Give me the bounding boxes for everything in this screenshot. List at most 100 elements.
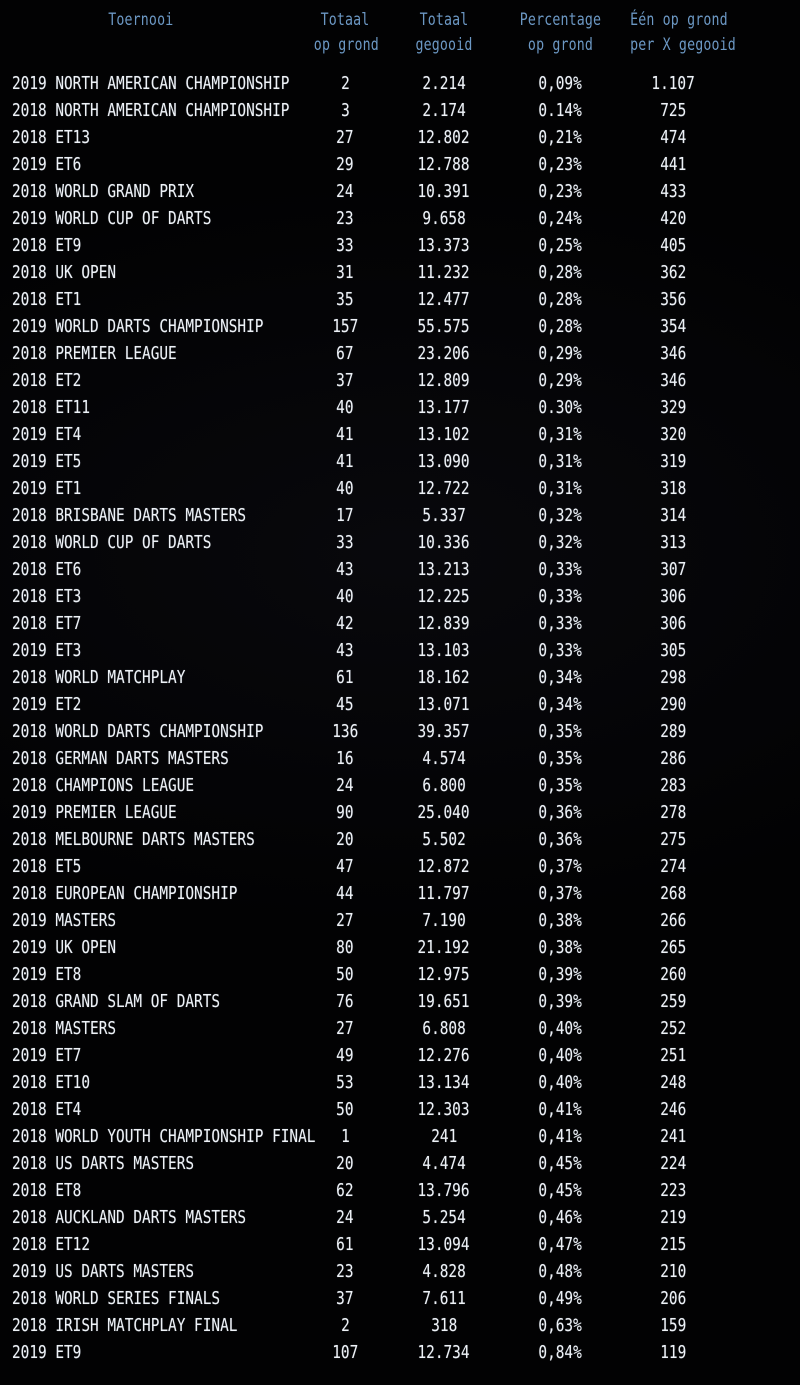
cell-one-per-x: 275 xyxy=(618,826,728,853)
cell-total-thrown: 12.477 xyxy=(385,286,503,313)
table-row: 2019 ET3 43 13.103 0,33% 305 xyxy=(0,637,800,664)
table-row: 2018 WORLD SERIES FINALS 37 7.611 0,49% 206 xyxy=(0,1285,800,1312)
cell-total-thrown-text: 5.337 xyxy=(422,505,466,526)
cell-tournament-text: 2018 EUROPEAN CHAMPIONSHIP xyxy=(12,883,238,904)
cell-total-thrown-text: 23.206 xyxy=(417,343,471,364)
cell-tournament-text: 2019 ET5 xyxy=(12,451,82,472)
cell-total-thrown-text: 13.796 xyxy=(417,1180,471,1201)
cell-percentage-ground: 0,29% xyxy=(503,340,618,367)
cell-total-thrown-text: 6.800 xyxy=(422,775,466,796)
cell-total-thrown-text: 12.276 xyxy=(417,1045,471,1066)
cell-one-per-x-text: 405 xyxy=(659,235,686,256)
cell-one-per-x: 210 xyxy=(618,1258,728,1285)
cell-total-ground: 90 xyxy=(305,799,385,826)
cell-total-thrown-text: 4.474 xyxy=(422,1153,466,1174)
cell-percentage-ground-text: 0,39% xyxy=(538,964,583,985)
table-row: 2018 ET11 40 13.177 0.30% 329 xyxy=(0,394,800,421)
cell-percentage-ground-text: 0,40% xyxy=(538,1045,583,1066)
cell-percentage-ground-text: 0,35% xyxy=(538,721,583,742)
cell-percentage-ground: 0,45% xyxy=(503,1150,618,1177)
cell-percentage-ground: 0,38% xyxy=(503,934,618,961)
cell-tournament-text: 2018 WORLD DARTS CHAMPIONSHIP xyxy=(12,721,264,742)
cell-tournament-text: 2019 US DARTS MASTERS xyxy=(12,1261,195,1282)
cell-total-ground-text: 76 xyxy=(336,991,354,1012)
cell-percentage-ground-text: 0,38% xyxy=(538,937,583,958)
table-row: 2018 ET3 40 12.225 0,33% 306 xyxy=(0,583,800,610)
cell-tournament-text: 2018 ET11 xyxy=(12,397,91,418)
cell-total-ground: 40 xyxy=(305,394,385,421)
table-row: 2019 ET6 29 12.788 0,23% 441 xyxy=(0,151,800,178)
cell-total-ground-text: 37 xyxy=(336,370,354,391)
cell-total-ground-text: 61 xyxy=(336,667,354,688)
cell-total-ground-text: 1 xyxy=(340,1126,350,1147)
cell-percentage-ground-text: 0,33% xyxy=(538,586,583,607)
cell-total-ground-text: 50 xyxy=(336,964,354,985)
cell-percentage-ground: 0,23% xyxy=(503,178,618,205)
cell-percentage-ground-text: 0,37% xyxy=(538,883,583,904)
cell-total-thrown: 13.213 xyxy=(385,556,503,583)
cell-one-per-x-text: 318 xyxy=(659,478,686,499)
cell-total-ground-text: 41 xyxy=(336,451,354,472)
column-header-one-per-x-line2: per X gegooid xyxy=(630,35,736,55)
cell-tournament: 2018 ET6 xyxy=(0,556,305,583)
cell-total-thrown-text: 12.303 xyxy=(417,1099,471,1120)
cell-percentage-ground-text: 0,32% xyxy=(538,532,583,553)
cell-percentage-ground: 0,41% xyxy=(503,1123,618,1150)
cell-tournament-text: 2018 WORLD GRAND PRIX xyxy=(12,181,195,202)
cell-percentage-ground: 0,37% xyxy=(503,853,618,880)
cell-percentage-ground: 0,47% xyxy=(503,1231,618,1258)
cell-total-ground-text: 50 xyxy=(336,1099,354,1120)
cell-percentage-ground-text: 0,45% xyxy=(538,1153,583,1174)
cell-total-ground: 37 xyxy=(305,367,385,394)
cell-percentage-ground-text: 0,63% xyxy=(538,1315,583,1336)
cell-tournament-text: 2018 GERMAN DARTS MASTERS xyxy=(12,748,229,769)
cell-tournament: 2018 MASTERS xyxy=(0,1015,305,1042)
cell-one-per-x-text: 260 xyxy=(659,964,686,985)
cell-total-thrown-text: 13.094 xyxy=(417,1234,471,1255)
cell-percentage-ground-text: 0,36% xyxy=(538,829,583,850)
cell-percentage-ground-text: 0,48% xyxy=(538,1261,583,1282)
cell-total-ground-text: 107 xyxy=(331,1342,358,1363)
cell-one-per-x: 314 xyxy=(618,502,728,529)
cell-percentage-ground-text: 0,31% xyxy=(538,424,583,445)
cell-spacer xyxy=(728,907,800,934)
cell-percentage-ground-text: 0,28% xyxy=(538,289,583,310)
cell-total-thrown-text: 4.574 xyxy=(422,748,466,769)
table-row: 2018 ET9 33 13.373 0,25% 405 xyxy=(0,232,800,259)
column-header-spacer xyxy=(736,0,792,70)
cell-one-per-x-text: 346 xyxy=(659,370,686,391)
table-row: 2018 GRAND SLAM OF DARTS 76 19.651 0,39% 259 xyxy=(0,988,800,1015)
cell-one-per-x: 1.107 xyxy=(618,70,728,97)
cell-spacer xyxy=(728,1231,800,1258)
cell-one-per-x-text: 433 xyxy=(659,181,686,202)
cell-percentage-ground: 0,84% xyxy=(503,1339,618,1366)
cell-percentage-ground-text: 0,35% xyxy=(538,748,583,769)
cell-spacer xyxy=(728,718,800,745)
cell-one-per-x: 356 xyxy=(618,286,728,313)
column-header-tournament-line1: Toernooi xyxy=(108,10,174,30)
cell-spacer xyxy=(728,772,800,799)
cell-tournament: 2018 ET11 xyxy=(0,394,305,421)
cell-percentage-ground: 0.14% xyxy=(503,97,618,124)
cell-total-thrown-text: 13.102 xyxy=(417,424,471,445)
cell-percentage-ground: 0,09% xyxy=(503,70,618,97)
cell-tournament-text: 2019 MASTERS xyxy=(12,910,117,931)
cell-tournament-text: 2018 AUCKLAND DARTS MASTERS xyxy=(12,1207,247,1228)
cell-total-ground: 24 xyxy=(305,178,385,205)
cell-tournament: 2019 NORTH AMERICAN CHAMPIONSHIP xyxy=(0,70,305,97)
cell-tournament: 2018 ET1 xyxy=(0,286,305,313)
cell-spacer xyxy=(728,1258,800,1285)
cell-total-ground: 61 xyxy=(305,664,385,691)
cell-tournament-text: 2018 UK OPEN xyxy=(12,262,117,283)
cell-one-per-x-text: 298 xyxy=(659,667,686,688)
cell-tournament: 2019 ET5 xyxy=(0,448,305,475)
cell-tournament-text: 2019 PREMIER LEAGUE xyxy=(12,802,177,823)
cell-total-thrown-text: 13.134 xyxy=(417,1072,471,1093)
cell-one-per-x-text: 289 xyxy=(659,721,686,742)
cell-total-thrown-text: 9.658 xyxy=(422,208,466,229)
cell-spacer xyxy=(728,232,800,259)
cell-total-ground-text: 80 xyxy=(336,937,354,958)
cell-total-thrown-text: 12.225 xyxy=(417,586,471,607)
cell-one-per-x: 251 xyxy=(618,1042,728,1069)
cell-one-per-x: 306 xyxy=(618,610,728,637)
